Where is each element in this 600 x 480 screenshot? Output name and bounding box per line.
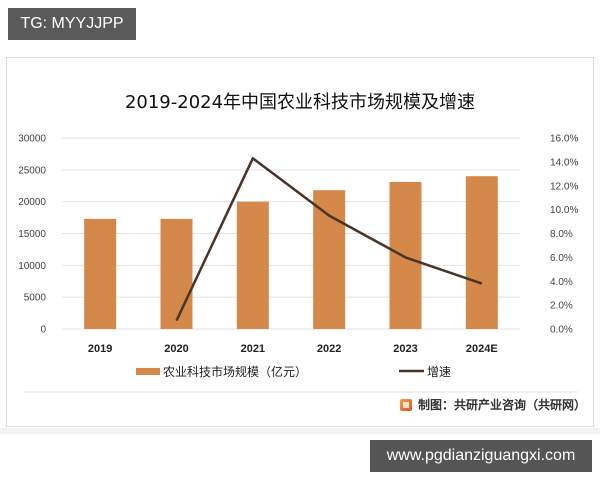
x-label: 2022 <box>317 343 341 355</box>
bar-2022 <box>313 190 346 329</box>
right-tick-label: 14.0% <box>550 157 578 168</box>
card-shadow <box>0 428 600 434</box>
left-tick-label: 25000 <box>18 165 46 176</box>
right-tick-label: 12.0% <box>550 181 578 192</box>
x-label: 2019 <box>88 343 112 355</box>
legend-bar-swatch <box>136 368 160 375</box>
legend-bar-label: 农业科技市场规模（亿元） <box>163 364 307 379</box>
bar-2019 <box>84 218 117 329</box>
right-tick-label: 4.0% <box>550 277 573 288</box>
tg-badge: TG: MYYJJPP <box>8 8 136 40</box>
right-tick-label: 16.0% <box>550 134 578 145</box>
right-axis-ticks: 0.0% 2.0% 4.0% 6.0% 8.0% 10.0% 12.0% 14.0% 16.0% <box>550 134 578 336</box>
left-tick-label: 20000 <box>18 197 46 208</box>
right-tick-label: 10.0% <box>550 205 578 216</box>
left-tick-label: 10000 <box>18 261 46 272</box>
left-tick-label: 15000 <box>18 229 46 240</box>
right-tick-label: 0.0% <box>550 325 573 336</box>
left-axis-ticks: 0 5000 10000 15000 20000 25000 30000 <box>18 134 46 336</box>
x-label: 2024E <box>466 343 498 355</box>
bar-2024E <box>465 176 498 329</box>
bar-series <box>84 176 498 329</box>
x-label: 2021 <box>241 343 265 355</box>
right-tick-label: 6.0% <box>550 253 573 264</box>
growth-line <box>175 157 483 322</box>
right-tick-label: 2.0% <box>550 301 573 312</box>
x-label: 2023 <box>393 343 417 355</box>
bar-2021 <box>236 201 269 329</box>
legend: 农业科技市场规模（亿元） 增速 <box>136 364 451 379</box>
x-label: 2020 <box>164 343 188 355</box>
source-text: 制图：共研产业咨询（共研网） <box>417 398 586 412</box>
bar-2023 <box>389 181 422 329</box>
source-logo-icon <box>399 398 412 411</box>
gridlines <box>62 137 520 330</box>
right-tick-label: 8.0% <box>550 229 573 240</box>
left-tick-label: 30000 <box>18 134 46 145</box>
chart-title: 2019-2024年中国农业科技市场规模及增速 <box>124 92 476 113</box>
x-axis-labels: 2019 2020 2021 2022 2023 2024E <box>88 343 498 355</box>
left-tick-label: 5000 <box>24 293 47 304</box>
legend-line-label: 增速 <box>427 365 451 379</box>
bar-2020 <box>160 218 193 329</box>
source-credit: 制图：共研产业咨询（共研网） <box>399 396 586 413</box>
url-badge: www.pgdianziguangxi.com <box>370 440 592 472</box>
left-tick-label: 0 <box>40 325 46 336</box>
